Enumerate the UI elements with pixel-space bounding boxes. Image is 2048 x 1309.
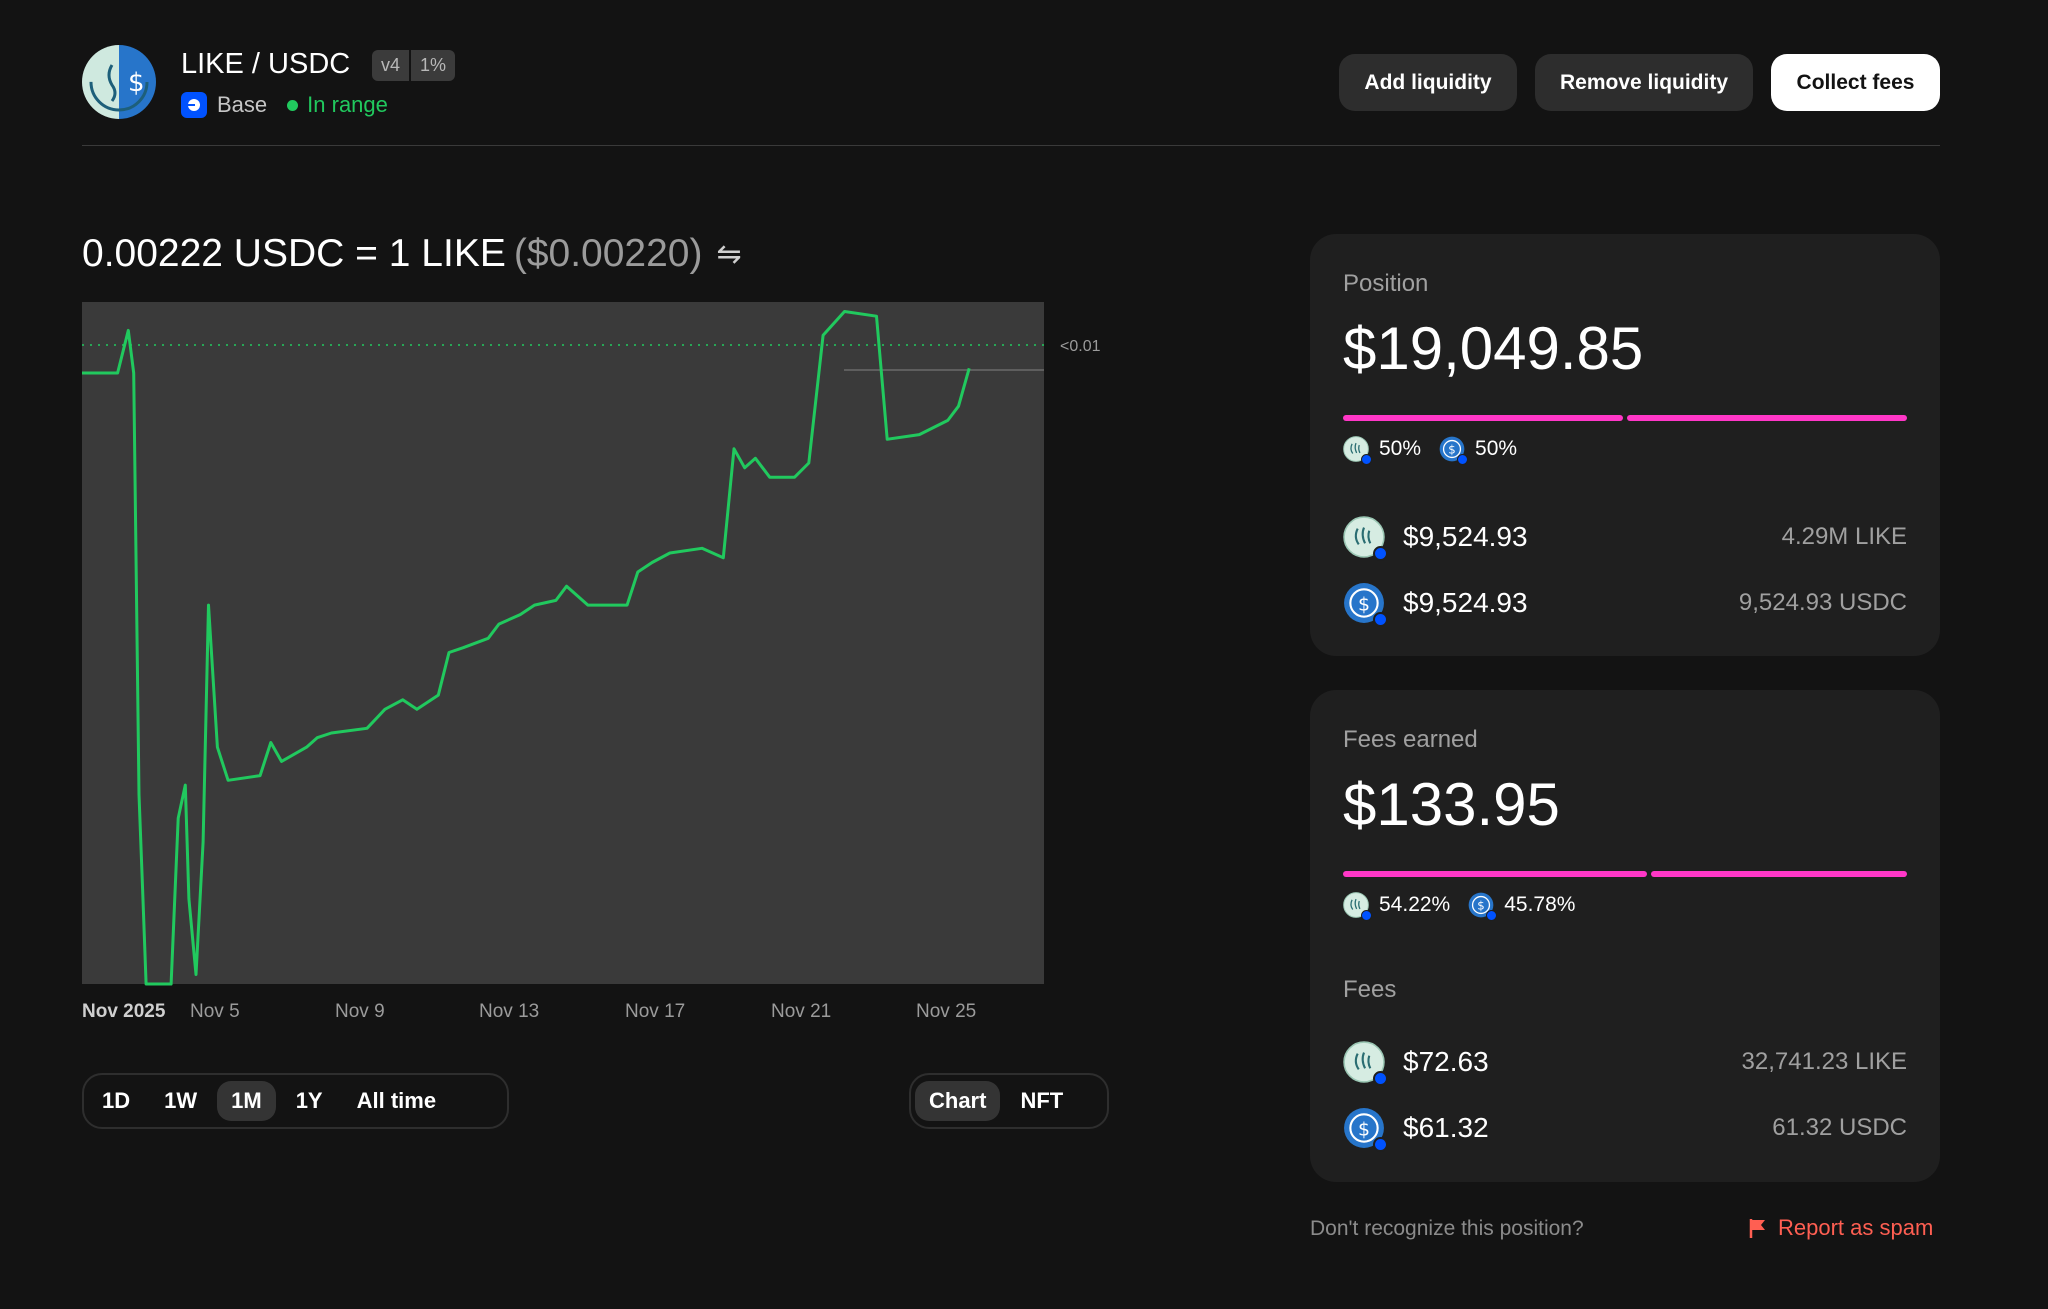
position-card: Position $19,049.85 50% $50% $9,524.93 4… bbox=[1310, 234, 1940, 656]
fee-tier-badge: 1% bbox=[411, 50, 456, 81]
chart-nft-toggle: Chart NFT bbox=[909, 1073, 1109, 1129]
unrecognized-position-text: Don't recognize this position? bbox=[1310, 1217, 1584, 1240]
remove-liquidity-button[interactable]: Remove liquidity bbox=[1535, 54, 1753, 111]
range-option[interactable]: 1M bbox=[217, 1081, 276, 1121]
like-token-icon bbox=[1343, 516, 1388, 561]
svg-text:$: $ bbox=[1448, 443, 1455, 457]
pool-badges: v4 1% bbox=[372, 50, 456, 81]
position-token-row: $9,524.93 4.29M LIKE bbox=[1343, 516, 1907, 561]
fees-section-label: Fees bbox=[1343, 976, 1397, 1003]
fee-token-row: $ $61.32 61.32 USDC bbox=[1343, 1107, 1907, 1152]
network-name: Base bbox=[217, 92, 268, 117]
position-pct-usdc: 50% bbox=[1475, 437, 1518, 460]
range-option[interactable]: All time bbox=[356, 1088, 437, 1113]
add-liquidity-button[interactable]: Add liquidity bbox=[1339, 54, 1517, 111]
fees-earned-label: Fees earned bbox=[1343, 726, 1478, 753]
svg-text:$: $ bbox=[1358, 593, 1370, 615]
fees-earned-value: $133.95 bbox=[1343, 771, 1560, 838]
split-bar-segment bbox=[1651, 871, 1907, 877]
token-amount: 4.29M LIKE bbox=[1781, 523, 1907, 550]
range-option[interactable]: 1W bbox=[164, 1088, 198, 1113]
position-split-legend: 50% $50% bbox=[1343, 436, 1535, 465]
view-option[interactable]: NFT bbox=[1020, 1088, 1064, 1113]
token-usd-value: $9,524.93 bbox=[1403, 521, 1528, 552]
position-value: $19,049.85 bbox=[1343, 315, 1644, 382]
x-tick-label: Nov 21 bbox=[771, 1001, 831, 1022]
split-bar-segment bbox=[1343, 415, 1623, 421]
time-range-selector: 1D 1W 1M 1Y All time bbox=[82, 1073, 509, 1129]
price-usd: ($0.00220) bbox=[513, 232, 703, 275]
usdc-token-icon: $ bbox=[1468, 892, 1498, 921]
fee-token-row: $72.63 32,741.23 LIKE bbox=[1343, 1041, 1907, 1086]
usdc-token-icon: $ bbox=[1343, 582, 1388, 627]
range-option[interactable]: 1D bbox=[102, 1088, 131, 1113]
x-tick-label: Nov 17 bbox=[625, 1001, 685, 1022]
price-rate: 0.00222 USDC = 1 LIKE bbox=[82, 232, 506, 275]
token-amount: 9,524.93 USDC bbox=[1738, 589, 1907, 616]
x-tick-label: Nov 2025 bbox=[82, 1001, 166, 1022]
position-label: Position bbox=[1343, 270, 1429, 297]
svg-text:$: $ bbox=[1478, 899, 1485, 913]
position-header: $ LIKE / USDC v4 1% Base In range Add li… bbox=[82, 40, 1940, 146]
like-token-icon bbox=[1343, 892, 1372, 921]
swap-arrows-icon[interactable]: ⇋ bbox=[716, 237, 742, 271]
fees-pct-like: 54.22% bbox=[1379, 893, 1451, 916]
flag-icon bbox=[1749, 1219, 1765, 1238]
price-chart[interactable]: Nov 2025 Nov 5 Nov 9 Nov 13 Nov 17 Nov 21 Nov … bbox=[82, 302, 1102, 1022]
chart-plot-area bbox=[82, 302, 1044, 984]
pair-title: LIKE / USDC bbox=[181, 48, 351, 80]
token-usd-value: $61.32 bbox=[1403, 1112, 1489, 1143]
fees-split-legend: 54.22% $45.78% bbox=[1343, 892, 1593, 921]
svg-text:$: $ bbox=[128, 68, 145, 98]
usdc-token-icon: $ bbox=[1343, 1107, 1388, 1152]
position-pct-like: 50% bbox=[1379, 437, 1422, 460]
fees-card: Fees earned $133.95 54.22% $45.78% Fees … bbox=[1310, 690, 1940, 1182]
fees-pct-usdc: 45.78% bbox=[1504, 893, 1576, 916]
view-option[interactable]: Chart bbox=[915, 1081, 1001, 1121]
token-amount: 32,741.23 LIKE bbox=[1741, 1048, 1907, 1075]
x-tick-label: Nov 25 bbox=[916, 1001, 976, 1022]
split-bar-segment bbox=[1343, 871, 1647, 877]
x-tick-label: Nov 5 bbox=[190, 1001, 240, 1022]
range-option[interactable]: 1Y bbox=[295, 1088, 323, 1113]
usdc-token-icon: $ bbox=[1439, 436, 1469, 465]
report-spam-label: Report as spam bbox=[1778, 1215, 1934, 1240]
base-network-icon bbox=[181, 92, 207, 118]
x-tick-label: Nov 13 bbox=[479, 1001, 539, 1022]
svg-text:$: $ bbox=[1358, 1118, 1370, 1140]
network-status-row: Base In range bbox=[181, 92, 388, 118]
like-usdc-pair-icon: $ bbox=[82, 45, 156, 119]
price-series-line bbox=[82, 310, 971, 986]
like-token-icon bbox=[1343, 436, 1372, 465]
token-amount: 61.32 USDC bbox=[1772, 1114, 1907, 1141]
y-marker-label: <0.01 bbox=[1060, 338, 1101, 355]
status-dot-icon bbox=[287, 99, 299, 111]
price-display: 0.00222 USDC = 1 LIKE ($0.00220) ⇋ bbox=[82, 232, 742, 276]
range-status: In range bbox=[307, 92, 388, 117]
split-bar-segment bbox=[1627, 415, 1907, 421]
like-token-icon bbox=[1343, 1041, 1388, 1086]
collect-fees-button[interactable]: Collect fees bbox=[1771, 54, 1940, 111]
token-usd-value: $9,524.93 bbox=[1403, 587, 1528, 618]
report-spam-link[interactable]: Report as spam bbox=[1748, 1215, 1933, 1241]
version-badge: v4 bbox=[372, 50, 410, 81]
position-token-row: $ $9,524.93 9,524.93 USDC bbox=[1343, 582, 1907, 627]
token-usd-value: $72.63 bbox=[1403, 1046, 1489, 1077]
x-tick-label: Nov 9 bbox=[335, 1001, 385, 1022]
